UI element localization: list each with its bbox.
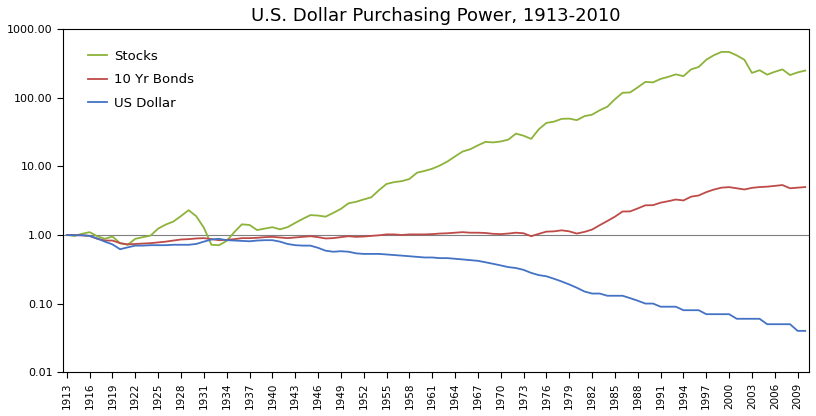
Title: U.S. Dollar Purchasing Power, 1913-2010: U.S. Dollar Purchasing Power, 1913-2010 (251, 7, 621, 25)
Stocks (481, 139, 490, 144)
10 Yr Bonds (131, 241, 140, 246)
US Dollar (473, 258, 483, 263)
US Dollar (412, 254, 422, 259)
US Dollar (625, 296, 635, 301)
10 Yr Bonds (778, 183, 787, 188)
Stocks (800, 68, 810, 73)
Stocks (122, 242, 132, 247)
US Dollar (526, 270, 536, 275)
Line: Stocks: Stocks (67, 52, 805, 245)
10 Yr Bonds (481, 230, 490, 235)
Stocks (62, 233, 72, 238)
10 Yr Bonds (633, 206, 643, 211)
10 Yr Bonds (534, 231, 543, 236)
10 Yr Bonds (800, 185, 810, 190)
US Dollar (108, 242, 118, 247)
US Dollar (800, 328, 810, 333)
10 Yr Bonds (108, 238, 118, 243)
Stocks (419, 168, 429, 173)
Stocks (633, 85, 643, 90)
Stocks (108, 234, 118, 239)
10 Yr Bonds (122, 242, 132, 247)
10 Yr Bonds (419, 232, 429, 237)
10 Yr Bonds (62, 233, 72, 238)
Line: US Dollar: US Dollar (67, 235, 805, 331)
Line: 10 Yr Bonds: 10 Yr Bonds (67, 185, 805, 244)
Stocks (716, 50, 726, 54)
Stocks (534, 127, 543, 132)
US Dollar (792, 328, 802, 333)
US Dollar (62, 233, 72, 238)
US Dollar (122, 245, 132, 250)
Legend: Stocks, 10 Yr Bonds, US Dollar: Stocks, 10 Yr Bonds, US Dollar (77, 39, 205, 121)
Stocks (214, 243, 224, 248)
